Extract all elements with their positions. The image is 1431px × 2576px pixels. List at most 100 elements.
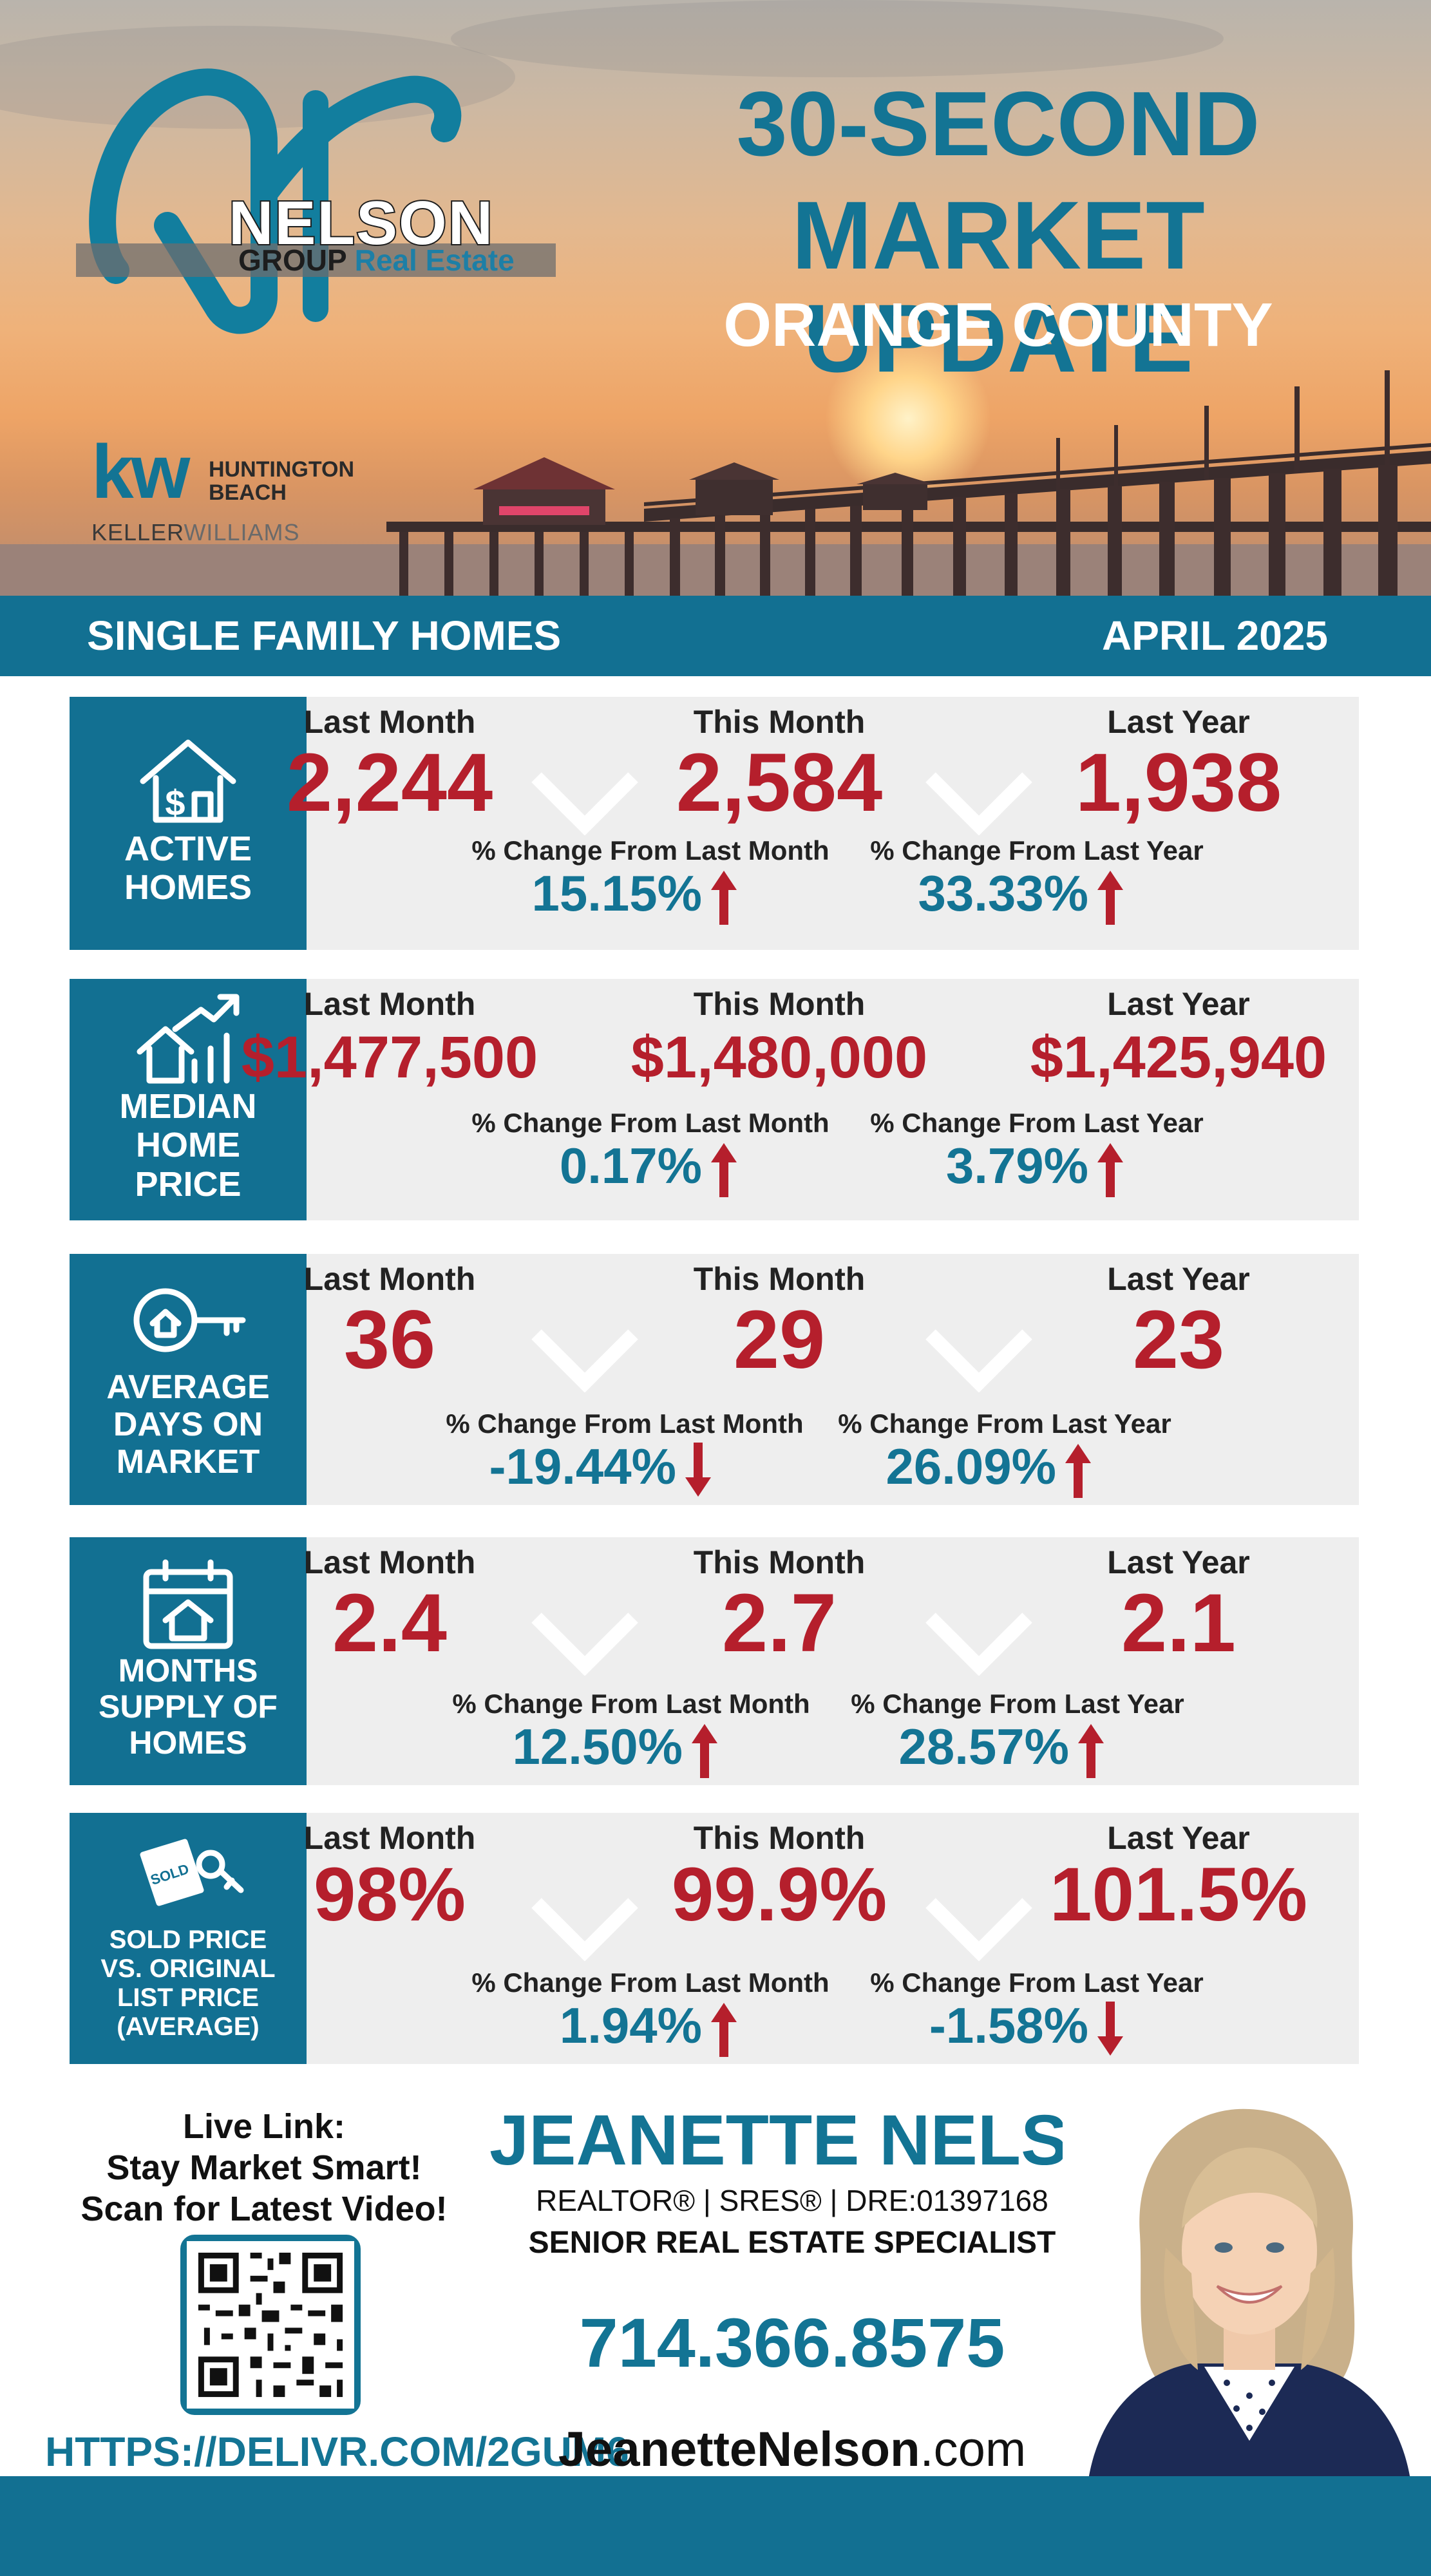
change-value-year: 28.57% bbox=[898, 1718, 1069, 1775]
agent-photo bbox=[1063, 2080, 1431, 2479]
value-this-month: $1,480,000 bbox=[630, 1025, 928, 1090]
house-dollar-icon: $ bbox=[140, 739, 236, 823]
column-header-this-month: This Month bbox=[693, 986, 866, 1022]
stat-label-line: PRICE bbox=[135, 1164, 242, 1204]
change-value-year: 3.79% bbox=[945, 1137, 1088, 1194]
stat-label-line: LIST PRICE bbox=[117, 1983, 260, 2012]
change-value-month: 12.50% bbox=[512, 1718, 683, 1775]
agent-credentials: REALTOR® | SRES® | DRE:01397168 bbox=[536, 2184, 1048, 2217]
live-line-3: Scan for Latest Video! bbox=[81, 2190, 448, 2228]
arrow-up-icon bbox=[690, 1721, 719, 1783]
calendar-house-icon bbox=[70, 1556, 307, 1656]
column-header-last-month: Last Month bbox=[303, 1820, 476, 1856]
divider-chevron-icon bbox=[530, 1321, 640, 1396]
stat-label-line: SOLD PRICE bbox=[109, 1926, 267, 1955]
arrow-up-icon bbox=[711, 1143, 737, 1197]
arrow-up-icon bbox=[1064, 1441, 1092, 1502]
change-header-month: % Change From Last Month bbox=[471, 835, 829, 866]
agent-specialty: SENIOR REAL ESTATE SPECIALIST bbox=[528, 2226, 1056, 2260]
column-header-this-month: This Month bbox=[693, 704, 866, 740]
arrow-up-icon bbox=[1096, 1141, 1124, 1202]
live-line-2: Stay Market Smart! bbox=[106, 2148, 422, 2187]
divider-chevron-icon bbox=[924, 1890, 1034, 1964]
column-header-last-year: Last Year bbox=[1107, 704, 1250, 740]
logo-nelson: NELSON bbox=[227, 187, 495, 259]
divider-chevron-icon bbox=[530, 1605, 640, 1679]
house-chart-icon bbox=[137, 994, 240, 1084]
logo-group-bar bbox=[76, 243, 556, 277]
value-last-month: 2.4 bbox=[332, 1577, 447, 1669]
stat-label: MONTHS SUPPLY OF HOMES bbox=[70, 1653, 307, 1761]
column-header-this-month: This Month bbox=[693, 1544, 866, 1580]
stat-label-line: HOMES bbox=[124, 868, 252, 907]
chevron-down-icon bbox=[531, 1329, 638, 1393]
report-date: APRIL 2025 bbox=[1102, 612, 1328, 659]
change-header-year: % Change From Last Year bbox=[838, 1408, 1171, 1439]
column-header-last-year: Last Year bbox=[1107, 986, 1250, 1022]
change-value-year: 33.33% bbox=[918, 865, 1088, 922]
stat-label-line: DAYS ON bbox=[113, 1405, 263, 1443]
arrow-up-icon bbox=[711, 2003, 737, 2057]
change-value-month: 15.15% bbox=[531, 865, 702, 922]
sold-tag-icon: SOLD bbox=[140, 1839, 244, 1906]
arrow-down-icon bbox=[1097, 2002, 1123, 2056]
website-name: JeanetteNelson bbox=[558, 2422, 920, 2477]
stat-label-panel: $ ACTIVE HOMES bbox=[70, 697, 307, 950]
stat-label: MEDIAN HOME PRICE bbox=[70, 1087, 307, 1204]
value-this-month: 2,584 bbox=[676, 737, 883, 829]
house-key-icon bbox=[70, 1272, 307, 1372]
stat-label-line: MEDIAN bbox=[119, 1087, 257, 1126]
stat-label: AVERAGE DAYS ON MARKET bbox=[70, 1368, 307, 1481]
agent-phone[interactable]: 714.366.8575 bbox=[579, 2304, 1005, 2382]
arrow-down-icon bbox=[684, 1441, 712, 1502]
arrow-up-icon bbox=[710, 2000, 738, 2061]
arrow-up-icon bbox=[1077, 1721, 1105, 1783]
stat-block: SOLD SOLD PRICE VS. ORIGINAL LIST PRICE (AVE… bbox=[70, 1813, 1359, 2064]
arrow-up-icon bbox=[1097, 1143, 1123, 1197]
kw-keller: KELLER bbox=[91, 519, 184, 545]
arrow-up-icon bbox=[1096, 868, 1124, 929]
pier-silhouette bbox=[0, 370, 1431, 596]
change-header-month: % Change From Last Month bbox=[471, 1967, 829, 1998]
change-header-year: % Change From Last Year bbox=[870, 1108, 1204, 1138]
logo-real-estate: Real Estate bbox=[354, 243, 515, 277]
value-last-year: 2.1 bbox=[1121, 1577, 1236, 1669]
arrow-up-icon bbox=[711, 871, 737, 925]
house-chart-icon bbox=[70, 990, 307, 1090]
value-last-month: 98% bbox=[313, 1852, 466, 1937]
svg-text:$: $ bbox=[165, 782, 185, 823]
kw-wordmark: KELLERWILLIAMS bbox=[91, 519, 299, 546]
stat-label-line: ACTIVE bbox=[124, 829, 252, 869]
chevron-down-icon bbox=[925, 772, 1032, 836]
stat-block: MONTHS SUPPLY OF HOMES Last Month 2.4 This Mo… bbox=[70, 1537, 1359, 1785]
change-value-month: 0.17% bbox=[559, 1137, 702, 1194]
qr-code[interactable] bbox=[180, 2235, 361, 2415]
divider-chevron-icon bbox=[924, 764, 1034, 838]
change-value-year: -1.58% bbox=[929, 1997, 1088, 2054]
change-header-month: % Change From Last Month bbox=[471, 1108, 829, 1138]
chevron-down-icon bbox=[531, 1613, 638, 1676]
sunset-glow bbox=[824, 335, 992, 502]
title-line-1: 30-SECOND bbox=[736, 73, 1260, 175]
chevron-down-icon bbox=[925, 1898, 1032, 1962]
logo-group: GROUP Real Estate bbox=[238, 243, 515, 277]
agent-website[interactable]: JeanetteNelson.com bbox=[489, 2421, 1095, 2477]
stat-label-panel: SOLD SOLD PRICE VS. ORIGINAL LIST PRICE (AVE… bbox=[70, 1813, 307, 2064]
footer-bar bbox=[0, 2476, 1431, 2576]
stat-block: $ ACTIVE HOMES Last Month 2,244 This Month 2,5… bbox=[70, 697, 1359, 950]
stat-label-line: (AVERAGE) bbox=[117, 2012, 260, 2041]
website-tld: .com bbox=[920, 2422, 1027, 2477]
title-line-2: MARKET UPDATE bbox=[791, 181, 1205, 392]
arrow-up-icon bbox=[692, 1724, 717, 1778]
column-header-last-month: Last Month bbox=[303, 1544, 476, 1580]
video-link[interactable]: HTTPS://DELIVR.COM/2GUM6 bbox=[45, 2429, 629, 2475]
chevron-down-icon bbox=[531, 1898, 638, 1962]
kw-williams: WILLIAMS bbox=[184, 519, 300, 545]
house-key-icon bbox=[133, 1288, 246, 1352]
arrow-up-icon bbox=[710, 868, 738, 929]
kw-office: HUNTINGTON BEACH bbox=[209, 458, 402, 504]
change-value-month: -19.44% bbox=[489, 1438, 676, 1495]
stat-label-line: MONTHS bbox=[118, 1652, 258, 1689]
qr-code-icon bbox=[187, 2241, 354, 2409]
arrow-down-icon bbox=[685, 1443, 711, 1497]
